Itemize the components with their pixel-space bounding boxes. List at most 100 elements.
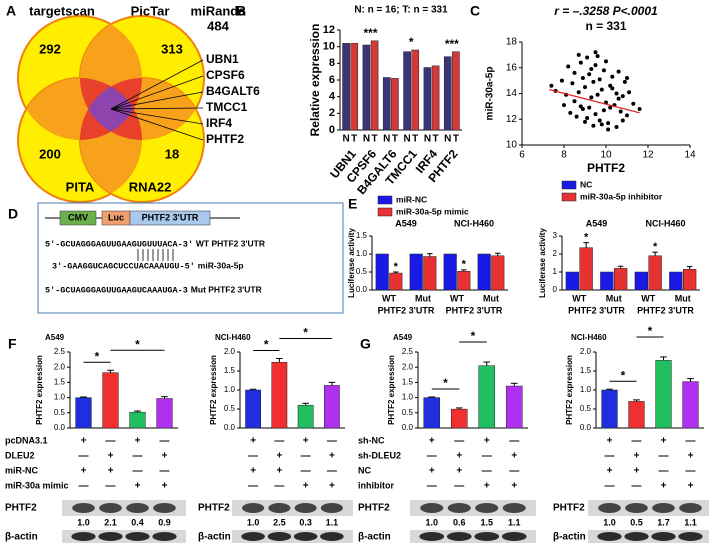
bar (628, 401, 645, 429)
y-tick-label: 1.5 (580, 366, 592, 375)
point (562, 103, 566, 108)
y-tick-label: 6 (329, 74, 335, 86)
construct-part (129, 210, 211, 226)
bar (682, 381, 699, 429)
base-pairing (137, 249, 174, 261)
y-tick-label: 14 (506, 88, 518, 99)
y-axis-label: PHTF2 expression (35, 355, 44, 425)
legend-label: miR-30a-5p mimic (396, 206, 469, 216)
y-tick-label: 0 (553, 285, 558, 294)
series-label: N (363, 134, 370, 145)
condition-sign: + (276, 451, 282, 462)
construct-part-label: Luc (108, 212, 124, 222)
blot-strip (410, 500, 536, 516)
y-tick-label: 0.5 (402, 408, 414, 417)
bar (391, 78, 399, 131)
condition-sign: + (511, 481, 517, 492)
point (606, 127, 611, 132)
bracket-label: * (621, 368, 626, 382)
panel-label: B (236, 3, 246, 19)
bar (600, 271, 614, 291)
y-tick-label: 2.0 (54, 362, 66, 371)
venn-leader (110, 59, 204, 110)
condition-label: sh-DLEU2 (358, 450, 401, 460)
blot-band (419, 532, 445, 541)
venn-leader (110, 91, 204, 110)
series-label: N (383, 134, 390, 145)
venn-leader (110, 108, 204, 125)
series-label: T (392, 134, 398, 145)
condition-sign: + (456, 466, 462, 477)
point (608, 105, 613, 110)
y-tick-label: 2.5 (54, 347, 66, 356)
bar (491, 255, 505, 291)
band-quantity: 2.5 (273, 517, 286, 527)
bar (375, 253, 389, 291)
condition-sign: + (429, 466, 435, 477)
blot-label: PHTF2 (553, 503, 585, 514)
point (587, 105, 592, 110)
band-quantity: 1.0 (77, 517, 90, 527)
blot-band (99, 503, 122, 513)
series-label: N (444, 134, 451, 145)
blot-band (293, 532, 318, 541)
x-tick-label: WT (450, 293, 464, 303)
x-tick-label: 6 (519, 150, 525, 161)
blot-strip (588, 500, 709, 516)
blot-band (678, 532, 703, 541)
blot-label: PHTF2 (198, 503, 230, 514)
condition-sign: + (81, 436, 87, 447)
condition-sign: + (429, 436, 435, 447)
blot-strip (232, 500, 353, 516)
point (620, 94, 625, 99)
y-tick-label: 8 (329, 57, 335, 69)
point (587, 72, 592, 77)
legend-label: miR-30a-5p inhibitor (580, 191, 663, 201)
band-quantity: 1.1 (326, 517, 339, 527)
legend-swatch (561, 180, 577, 190)
condition-label: DLEU2 (5, 450, 35, 460)
x-tick-label: WT (382, 293, 396, 303)
bar (156, 398, 173, 429)
condition-sign: — (686, 436, 696, 447)
condition-sign: + (162, 451, 168, 462)
blot-band (625, 503, 648, 513)
y-tick-label: 1.0 (580, 385, 592, 394)
blot-band (153, 503, 176, 513)
x-axis-label: PHTF2 3'UTR (637, 305, 694, 315)
blot-band (125, 532, 150, 541)
legend-swatch (377, 195, 393, 205)
condition-sign: — (248, 451, 258, 462)
series-label: T (453, 134, 459, 145)
bar (648, 255, 662, 291)
point (593, 63, 598, 68)
panel-label: G (360, 336, 371, 352)
y-tick-label: 18 (506, 37, 518, 48)
condition-sign: + (484, 481, 490, 492)
point (580, 76, 585, 81)
y-tick-label: 12 (506, 114, 518, 125)
point (568, 110, 573, 115)
point (576, 52, 581, 57)
condition-sign: — (427, 451, 437, 462)
condition-sign: — (79, 451, 89, 462)
blot-label: PHTF2 (5, 503, 37, 514)
condition-sign: — (274, 481, 284, 492)
venn-count: 313 (161, 41, 183, 56)
group-label: A549 (586, 218, 608, 228)
condition-sign: — (327, 466, 337, 477)
sequence-label: WT PHTF2 3'UTR (196, 238, 265, 248)
point (595, 54, 600, 59)
chart-subtitle: n = 331 (585, 19, 626, 33)
bar (370, 40, 379, 131)
y-axis-label: miR-30a-5p (485, 67, 496, 121)
y-tick-label: 4 (329, 91, 336, 103)
gene-label: TMCC1 (206, 100, 248, 114)
point (559, 78, 564, 83)
bar (634, 271, 649, 291)
band-quantity: 2.1 (104, 517, 117, 527)
condition-sign: — (133, 466, 143, 477)
condition-sign: + (511, 451, 517, 462)
condition-sign: + (108, 466, 114, 477)
point (610, 86, 615, 91)
